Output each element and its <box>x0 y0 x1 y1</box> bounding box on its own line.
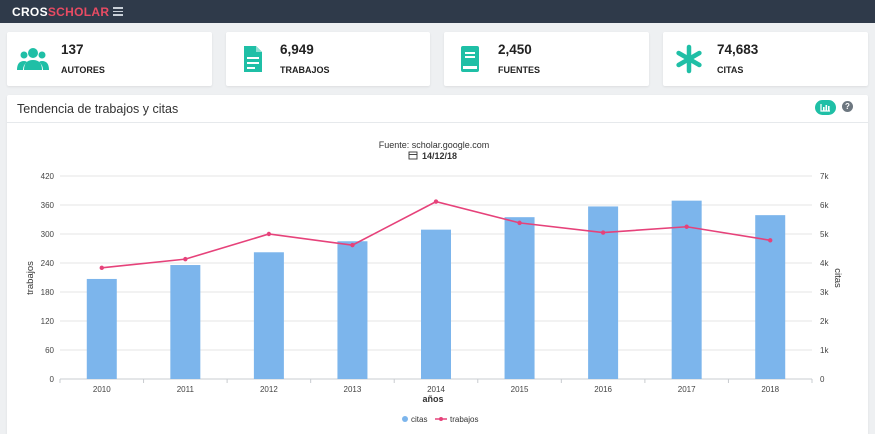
bar-citas-2011[interactable] <box>170 265 201 379</box>
y-tick-left: 240 <box>41 259 55 268</box>
y-tick-left: 120 <box>41 317 55 326</box>
bar-citas-2012[interactable] <box>253 252 284 379</box>
x-tick-label: 2014 <box>427 385 445 394</box>
stat-label: TRABAJOS <box>280 65 330 75</box>
bar-citas-2014[interactable] <box>421 229 451 379</box>
y-tick-right: 6k <box>820 201 829 210</box>
legend-trabajos-marker <box>439 417 443 421</box>
stat-card-citas: 74,683 CITAS <box>663 32 868 86</box>
bar-citas-2017[interactable] <box>671 200 702 379</box>
y-axis-right-title: citas <box>832 268 843 288</box>
calendar-icon <box>408 151 418 160</box>
x-tick-label: 2010 <box>93 385 111 394</box>
x-tick-label: 2016 <box>594 385 612 394</box>
document-icon <box>244 46 262 72</box>
trend-chart: Fuente: scholar.google.com 14/12/18 0 60 1… <box>25 140 843 424</box>
stat-value: 6,949 <box>280 42 314 57</box>
y-tick-left: 180 <box>41 288 55 297</box>
point-trabajos-2018[interactable] <box>768 238 773 243</box>
y-tick-right: 1k <box>820 346 829 355</box>
y-tick-right: 2k <box>820 317 829 326</box>
stat-label: AUTORES <box>61 65 105 75</box>
stat-value: 137 <box>61 42 84 57</box>
chart-toggle-button[interactable] <box>815 100 836 115</box>
bar-citas-2015[interactable] <box>504 217 535 379</box>
legend-citas-label[interactable]: citas <box>411 415 427 424</box>
y-tick-right: 7k <box>820 172 829 181</box>
chart-date: 14/12/18 <box>422 151 457 161</box>
y-tick-right: 4k <box>820 259 829 268</box>
chart-subtitle: Fuente: scholar.google.com <box>379 140 490 150</box>
x-tick-label: 2015 <box>511 385 529 394</box>
point-trabajos-2011[interactable] <box>183 256 188 262</box>
top-navbar: CROSSCHOLAR <box>0 0 875 23</box>
point-trabajos-2015[interactable] <box>517 220 522 226</box>
x-tick-label: 2013 <box>344 385 362 394</box>
point-trabajos-2016[interactable] <box>600 230 606 235</box>
y-tick-right: 0 <box>820 375 825 384</box>
panel-title: Tendencia de trabajos y citas <box>17 102 179 116</box>
legend-citas-marker <box>402 416 408 422</box>
panel-header: Tendencia de trabajos y citas ? <box>7 95 868 123</box>
point-trabajos-2012[interactable] <box>266 231 272 237</box>
stat-card-trabajos: 6,949 TRABAJOS <box>226 32 430 86</box>
brand-logo[interactable]: CROSSCHOLAR <box>12 5 109 19</box>
x-tick-label: 2018 <box>761 385 779 394</box>
bar-citas-2013[interactable] <box>337 241 368 379</box>
book-icon <box>461 46 479 72</box>
y-tick-left: 420 <box>41 172 55 181</box>
y-tick-left: 60 <box>45 346 54 355</box>
stat-label: FUENTES <box>498 65 541 75</box>
x-tick-label: 2011 <box>177 385 195 394</box>
asterisk-icon <box>676 44 702 74</box>
chart-legend[interactable]: citas trabajos <box>402 415 478 424</box>
point-trabajos-2014[interactable] <box>433 199 439 204</box>
x-tick-label: 2012 <box>260 385 278 394</box>
legend-trabajos-label[interactable]: trabajos <box>450 415 478 424</box>
stat-card-fuentes: 2,450 FUENTES <box>444 32 649 86</box>
users-icon <box>17 48 49 70</box>
stat-value: 74,683 <box>717 42 759 57</box>
x-tick-label: 2017 <box>678 385 696 394</box>
x-axis-title: años <box>422 394 443 404</box>
y-tick-left: 300 <box>41 230 55 239</box>
y-tick-right: 3k <box>820 288 829 297</box>
y-axis-left-title: trabajos <box>25 261 36 295</box>
y-tick-left: 360 <box>41 201 55 210</box>
brand-text-cros: CROS <box>12 5 48 19</box>
point-trabajos-2010[interactable] <box>99 265 104 271</box>
y-tick-right: 5k <box>820 230 829 239</box>
point-trabajos-2013[interactable] <box>350 242 355 248</box>
bar-citas-2016[interactable] <box>588 206 619 379</box>
hamburger-menu-icon[interactable] <box>113 7 123 16</box>
point-trabajos-2017[interactable] <box>684 224 689 229</box>
y-tick-left: 0 <box>50 375 55 384</box>
stat-card-autores: 137 AUTORES <box>7 32 212 86</box>
help-icon[interactable]: ? <box>842 101 853 112</box>
brand-text-scholar: SCHOLAR <box>47 5 110 19</box>
bar-citas-2010[interactable] <box>86 278 117 379</box>
stat-value: 2,450 <box>498 42 532 57</box>
stat-label: CITAS <box>717 65 744 75</box>
bar-chart-icon <box>820 104 830 112</box>
trend-panel: Tendencia de trabajos y citas ? Fuente: … <box>7 95 868 434</box>
